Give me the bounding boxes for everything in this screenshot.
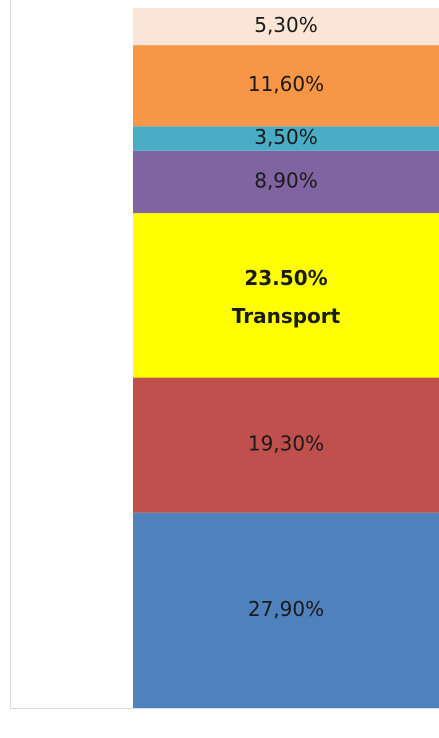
data-label: 19,30%: [248, 432, 324, 456]
data-label: 8,90%: [254, 168, 318, 192]
data-label: 5,30%: [254, 13, 318, 37]
data-label: 3,50%: [254, 125, 318, 149]
data-label: 27,90%: [248, 597, 324, 621]
bar-segment: [133, 512, 439, 708]
bar-segment: [133, 126, 439, 151]
data-label: 23.50%: [244, 266, 327, 290]
bar-segment: [133, 150, 439, 214]
bar-segment: [133, 213, 439, 378]
bar-segment: [133, 377, 439, 513]
segment-label: Transport: [232, 304, 341, 328]
bar-segment: [133, 8, 439, 46]
bar-segment: [133, 45, 439, 127]
data-label: 11,60%: [248, 72, 324, 96]
